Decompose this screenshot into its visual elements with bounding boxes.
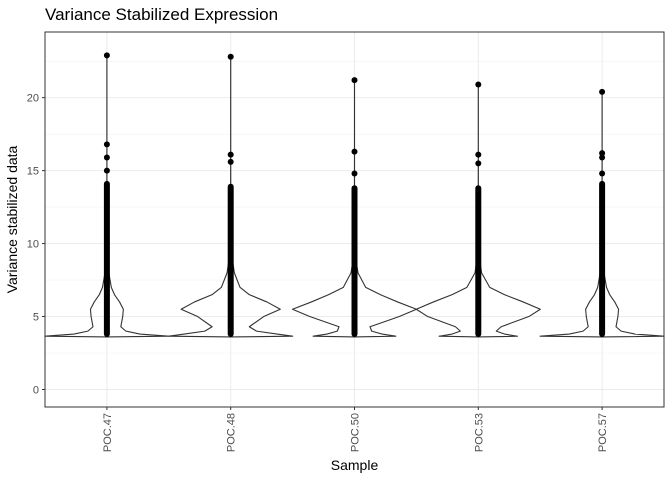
outlier-point-POC.50 (351, 77, 358, 84)
x-tick-label: POC.57 (597, 413, 609, 452)
x-tick-label: POC.47 (102, 413, 114, 452)
chart-title: Variance Stabilized Expression (45, 5, 278, 24)
outlier-point-POC.48 (227, 158, 234, 165)
x-axis-title: Sample (331, 457, 379, 473)
outlier-point-POC.53 (475, 160, 482, 167)
outlier-point-POC.50 (351, 148, 358, 155)
outlier-point-POC.57 (599, 154, 606, 161)
outlier-point-POC.57 (599, 88, 606, 95)
point-cluster-POC.53 (475, 185, 482, 337)
outlier-point-POC.48 (227, 53, 234, 60)
y-tick-label: 20 (27, 93, 39, 105)
outlier-point-POC.57 (599, 170, 606, 177)
outlier-point-POC.53 (475, 151, 482, 158)
x-tick-label: POC.50 (350, 413, 362, 452)
point-cluster-POC.50 (351, 185, 358, 337)
y-tick-label: 0 (33, 384, 39, 396)
y-tick-label: 10 (27, 239, 39, 251)
outlier-point-POC.47 (103, 167, 110, 174)
outlier-point-POC.47 (103, 154, 110, 161)
x-tick-label: POC.48 (226, 413, 238, 452)
data-points (103, 52, 606, 337)
y-tick-label: 15 (27, 166, 39, 178)
outlier-point-POC.50 (351, 170, 358, 177)
x-tick-label: POC.53 (473, 413, 485, 452)
point-cluster-POC.48 (227, 183, 234, 337)
y-axis-title: Variance stabilized data (4, 145, 20, 293)
outlier-point-POC.47 (103, 141, 110, 148)
point-cluster-POC.57 (599, 180, 606, 337)
outlier-point-POC.48 (227, 151, 234, 158)
y-tick-label: 5 (33, 312, 39, 324)
point-cluster-POC.47 (103, 180, 110, 337)
outlier-point-POC.47 (103, 52, 110, 59)
outlier-point-POC.57 (599, 150, 606, 157)
axes: 0 5 10 15 20 POC.47 POC.48 POC.50 POC.53 POC.57 (27, 31, 665, 452)
outlier-point-POC.53 (475, 81, 482, 88)
